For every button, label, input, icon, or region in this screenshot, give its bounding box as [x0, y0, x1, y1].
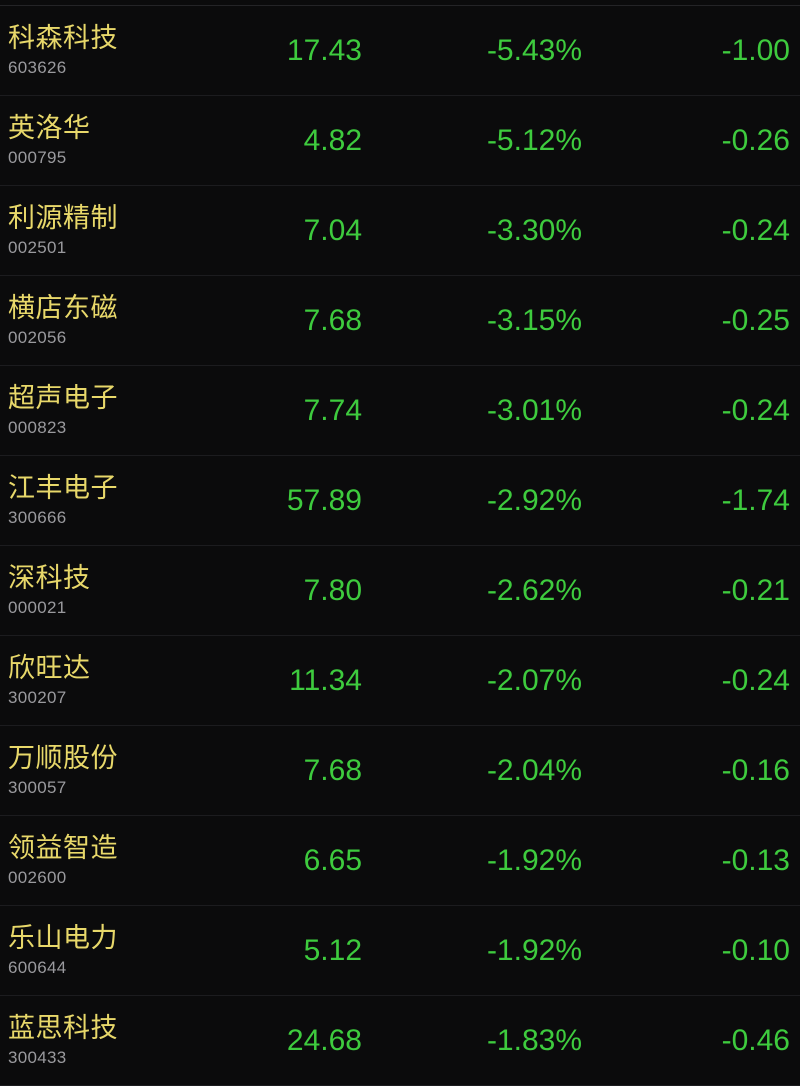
- stock-price: 7.80: [303, 573, 362, 607]
- stock-name: 英洛华: [8, 112, 91, 143]
- table-row[interactable]: 深科技 000021 7.80 -2.62% -0.21: [0, 546, 800, 636]
- stock-change-amount: -0.24: [721, 213, 790, 247]
- stock-name: 领益智造: [8, 832, 118, 863]
- stock-identity[interactable]: 深科技 000021: [0, 563, 250, 619]
- stock-code: 603626: [8, 57, 67, 77]
- stock-change-percent: -2.92%: [486, 483, 582, 517]
- stock-identity[interactable]: 利源精制 002501: [0, 203, 250, 259]
- stock-change-amount: -0.10: [721, 933, 790, 967]
- stock-change-percent: -5.43%: [486, 33, 582, 67]
- table-row[interactable]: 领益智造 002600 6.65 -1.92% -0.13: [0, 816, 800, 906]
- table-row[interactable]: 乐山电力 600644 5.12 -1.92% -0.10: [0, 906, 800, 996]
- stock-code: 600644: [8, 957, 67, 977]
- stock-change-percent: -2.62%: [486, 573, 582, 607]
- stock-change-amount: -0.26: [721, 123, 790, 157]
- table-row[interactable]: 江丰电子 300666 57.89 -2.92% -1.74: [0, 456, 800, 546]
- stock-price: 5.12: [303, 933, 362, 967]
- stock-name: 欣旺达: [8, 652, 91, 683]
- stock-code: 002600: [8, 867, 67, 887]
- stock-change-amount: -0.24: [721, 393, 790, 427]
- stock-name: 超声电子: [8, 382, 118, 413]
- stock-change-percent: -3.15%: [486, 303, 582, 337]
- stock-change-percent: -3.30%: [486, 213, 582, 247]
- stock-price: 4.82: [303, 123, 362, 157]
- stock-identity[interactable]: 英洛华 000795: [0, 113, 250, 169]
- stock-code: 300433: [8, 1047, 67, 1067]
- stock-price: 11.34: [289, 663, 362, 697]
- stock-change-percent: -1.92%: [486, 843, 582, 877]
- stock-price: 17.43: [286, 33, 362, 67]
- stock-price: 7.04: [303, 213, 362, 247]
- stock-change-amount: -1.74: [721, 483, 790, 517]
- stock-change-amount: -0.25: [721, 303, 790, 337]
- stock-change-amount: -0.13: [721, 843, 790, 877]
- stock-identity[interactable]: 领益智造 002600: [0, 833, 250, 889]
- stock-identity[interactable]: 万顺股份 300057: [0, 743, 250, 799]
- stock-price: 6.65: [303, 843, 362, 877]
- stock-identity[interactable]: 欣旺达 300207: [0, 653, 250, 709]
- stock-identity[interactable]: 江丰电子 300666: [0, 473, 250, 529]
- stock-change-percent: -2.04%: [486, 753, 582, 787]
- stock-name: 横店东磁: [8, 292, 118, 323]
- stock-change-percent: -2.07%: [486, 663, 582, 697]
- stock-name: 江丰电子: [8, 472, 118, 503]
- stock-change-amount: -1.00: [721, 33, 790, 67]
- stock-identity[interactable]: 超声电子 000823: [0, 383, 250, 439]
- table-row[interactable]: 万顺股份 300057 7.68 -2.04% -0.16: [0, 726, 800, 816]
- stock-change-amount: -0.46: [721, 1023, 790, 1057]
- stock-name: 乐山电力: [8, 922, 118, 953]
- stock-price: 7.74: [303, 393, 362, 427]
- stock-identity[interactable]: 蓝思科技 300433: [0, 1013, 250, 1069]
- stock-code: 000823: [8, 417, 67, 437]
- stock-name: 利源精制: [8, 202, 118, 233]
- stock-change-percent: -5.12%: [486, 123, 582, 157]
- table-row[interactable]: 科森科技 603626 17.43 -5.43% -1.00: [0, 6, 800, 96]
- stock-change-percent: -3.01%: [486, 393, 582, 427]
- table-row[interactable]: 超声电子 000823 7.74 -3.01% -0.24: [0, 366, 800, 456]
- table-row[interactable]: 英洛华 000795 4.82 -5.12% -0.26: [0, 96, 800, 186]
- stock-code: 002501: [8, 237, 67, 257]
- stock-name: 蓝思科技: [8, 1012, 118, 1043]
- stock-code: 000021: [8, 597, 67, 617]
- stock-name: 万顺股份: [8, 742, 118, 773]
- stock-name: 深科技: [8, 562, 91, 593]
- stock-change-amount: -0.24: [721, 663, 790, 697]
- stock-identity[interactable]: 乐山电力 600644: [0, 923, 250, 979]
- table-row[interactable]: 蓝思科技 300433 24.68 -1.83% -0.46: [0, 996, 800, 1086]
- stock-code: 300057: [8, 777, 67, 797]
- stock-price: 24.68: [286, 1023, 362, 1057]
- stock-change-amount: -0.16: [721, 753, 790, 787]
- table-row[interactable]: 利源精制 002501 7.04 -3.30% -0.24: [0, 186, 800, 276]
- stock-change-percent: -1.83%: [486, 1023, 582, 1057]
- stock-code: 300666: [8, 507, 67, 527]
- stock-code: 002056: [8, 327, 67, 347]
- stock-price: 7.68: [303, 303, 362, 337]
- stock-change-percent: -1.92%: [486, 933, 582, 967]
- stock-identity[interactable]: 横店东磁 002056: [0, 293, 250, 349]
- stock-price: 7.68: [303, 753, 362, 787]
- list-top-divider: [0, 5, 800, 6]
- stock-change-amount: -0.21: [721, 573, 790, 607]
- stock-code: 300207: [8, 687, 67, 707]
- stock-name: 科森科技: [8, 22, 118, 53]
- stock-identity[interactable]: 科森科技 603626: [0, 23, 250, 79]
- table-row[interactable]: 欣旺达 300207 11.34 -2.07% -0.24: [0, 636, 800, 726]
- table-row[interactable]: 横店东磁 002056 7.68 -3.15% -0.25: [0, 276, 800, 366]
- stock-price: 57.89: [286, 483, 362, 517]
- stock-code: 000795: [8, 147, 67, 167]
